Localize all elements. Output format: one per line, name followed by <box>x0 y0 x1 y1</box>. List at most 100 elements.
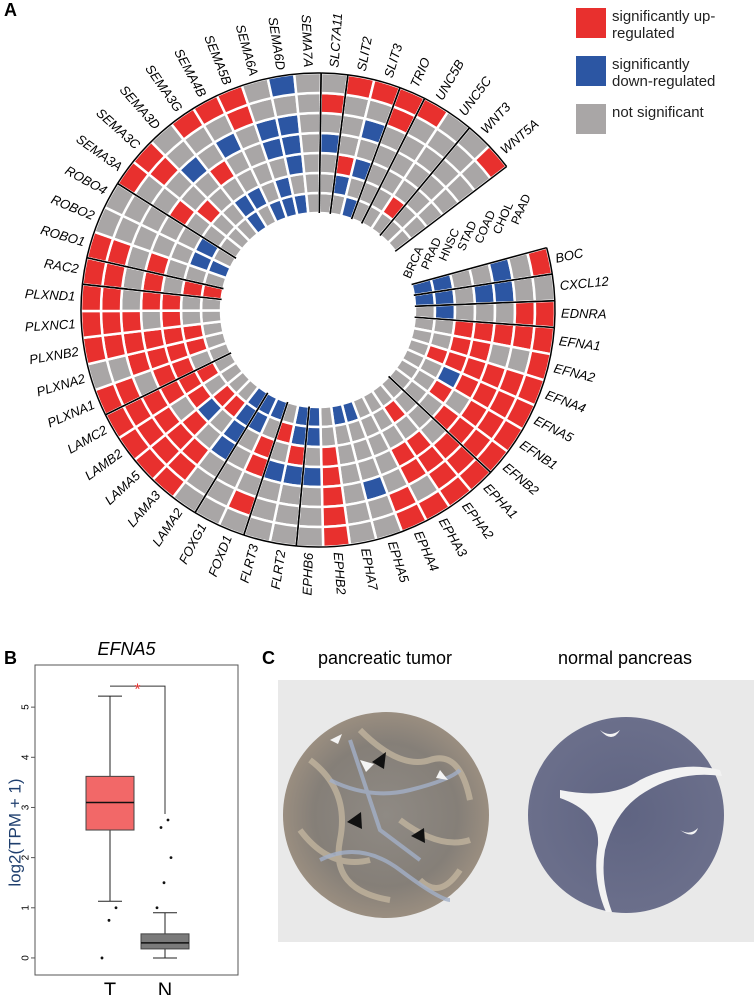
gene-label: EPHA4 <box>411 529 442 574</box>
gene-label: UNC5C <box>456 73 495 118</box>
group-border <box>295 406 310 547</box>
legend-item: significantly up-regulated <box>576 8 751 42</box>
group-border <box>243 401 289 536</box>
group-border <box>117 182 237 259</box>
outlier <box>107 918 111 922</box>
group-border <box>414 299 555 307</box>
gene-label: EDNRA <box>561 306 607 322</box>
panel-label: A <box>4 0 17 20</box>
gene-label: FLRT2 <box>268 548 289 590</box>
y-tick-label: 3 <box>21 804 32 810</box>
group-border <box>82 283 222 301</box>
gene-label: EFNB2 <box>500 460 542 499</box>
plot-frame <box>34 664 239 976</box>
image-label: pancreatic tumor <box>318 648 452 668</box>
outlier <box>169 856 173 860</box>
group-outline <box>80 284 107 416</box>
heat-cell <box>319 111 345 136</box>
heat-cell <box>511 275 537 304</box>
group-outline <box>545 247 553 275</box>
y-tick-label: 2 <box>21 854 32 860</box>
heat-cell <box>298 131 322 156</box>
gene-label: FOXG1 <box>176 521 210 567</box>
gene-label: WNT5A <box>497 116 541 157</box>
heat-cell <box>321 523 352 549</box>
heat-cell <box>473 301 497 325</box>
y-tick-label: 0 <box>21 955 32 961</box>
chart-title: EFNA5 <box>97 639 156 659</box>
gene-label: EFNA1 <box>558 333 602 353</box>
legend-label: not significant <box>612 104 704 121</box>
gene-label: RAC2 <box>43 256 80 277</box>
heat-cell <box>79 309 104 340</box>
group-outline <box>194 511 245 536</box>
gene-label: SEMA6A <box>233 23 262 78</box>
outlier <box>155 906 159 910</box>
outlier <box>166 818 170 822</box>
legend-label: significantly up-regulated <box>612 8 716 42</box>
group-border <box>194 392 269 514</box>
heat-cell <box>296 504 325 529</box>
heat-cell <box>453 302 477 323</box>
normal-crack <box>560 766 722 912</box>
gene-label: EPHB2 <box>331 552 349 596</box>
heat-cell <box>320 464 344 489</box>
box <box>85 775 135 831</box>
gene-label: TRIO <box>407 55 433 89</box>
group-border <box>360 98 426 224</box>
gene-label: LAMC2 <box>65 422 111 457</box>
group-outline <box>553 300 556 328</box>
gene-label: EFNA5 <box>532 413 577 446</box>
legend-label: significantly down-regulated <box>612 56 716 90</box>
heatmap <box>79 71 557 549</box>
normal-core <box>528 717 724 913</box>
heat-cell <box>493 300 517 326</box>
heat-cell <box>302 171 322 195</box>
group-outline <box>424 97 471 129</box>
group-outline <box>104 414 196 514</box>
gene-label: BOC <box>554 245 585 266</box>
gene-label: EPHA2 <box>459 499 497 543</box>
tumor-core <box>283 712 489 918</box>
heat-cell <box>139 309 164 333</box>
group-border <box>394 165 508 252</box>
heat-cell <box>119 287 144 313</box>
gene-label: FOXD1 <box>205 533 235 579</box>
gene-label: SEMA7A <box>299 14 316 67</box>
outlier <box>100 956 104 960</box>
y-axis-label: log2(TPM + 1) <box>5 778 24 886</box>
gene-label: CXCL12 <box>559 273 610 293</box>
heat-cell <box>319 424 338 449</box>
legend-swatch <box>576 8 606 38</box>
gene-label: EPHB6 <box>299 552 316 596</box>
heat-cell <box>292 71 323 96</box>
legend-swatch <box>576 104 606 134</box>
group-border <box>329 74 349 214</box>
gene-label: LAMA3 <box>124 487 164 530</box>
heat-cell <box>199 309 224 326</box>
gene-label: EPHA7 <box>358 547 381 592</box>
gene-label: EFNA2 <box>552 360 597 385</box>
group-border <box>413 273 553 296</box>
legend-item: significantly down-regulated <box>576 56 751 90</box>
group-outline <box>116 72 322 184</box>
gene-label: ROBO2 <box>49 192 97 224</box>
image-label: normal pancreas <box>558 648 692 668</box>
gene-label: SEMA6D <box>265 16 288 71</box>
x-tick-label: T <box>104 979 116 995</box>
heat-cell <box>99 284 124 313</box>
heat-cell <box>321 503 349 529</box>
outlier <box>159 826 163 829</box>
heat-cell <box>294 524 325 549</box>
gene-label: PLXNC1 <box>24 316 75 334</box>
gene-label: EPHA1 <box>481 480 521 521</box>
heat-cell <box>320 483 346 509</box>
x-tick-label: N <box>158 979 172 995</box>
panel-label: C <box>262 648 275 668</box>
group-outline <box>296 471 492 548</box>
group-border <box>86 256 224 290</box>
heat-cell <box>159 309 184 330</box>
gene-label: PLXNA2 <box>35 371 88 400</box>
